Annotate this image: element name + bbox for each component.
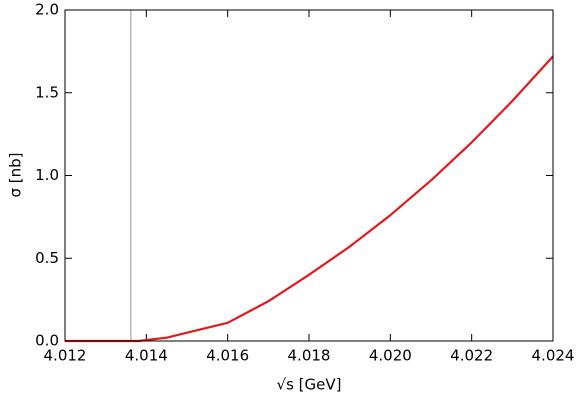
x-tick-label: 4.020 xyxy=(369,347,412,365)
y-tick-label: 0.5 xyxy=(35,249,59,267)
y-tick-label: 1.0 xyxy=(35,166,59,184)
data-line xyxy=(65,55,554,343)
x-tick-label: 4.022 xyxy=(450,347,493,365)
y-tick-label: 1.5 xyxy=(35,83,59,101)
x-tick-label: 4.016 xyxy=(206,347,249,365)
y-tick-label: 2.0 xyxy=(35,1,59,19)
x-tick-label: 4.024 xyxy=(532,347,575,365)
x-tick-label: 4.018 xyxy=(288,347,331,365)
y-tick-label: 0.0 xyxy=(35,332,59,350)
x-axis-label: √s [GeV] xyxy=(277,376,342,394)
plot-frame xyxy=(64,9,554,342)
y-axis-label: σ [nb] xyxy=(7,152,25,197)
x-tick-label: 4.012 xyxy=(44,347,87,365)
x-tick-label: 4.014 xyxy=(125,347,168,365)
